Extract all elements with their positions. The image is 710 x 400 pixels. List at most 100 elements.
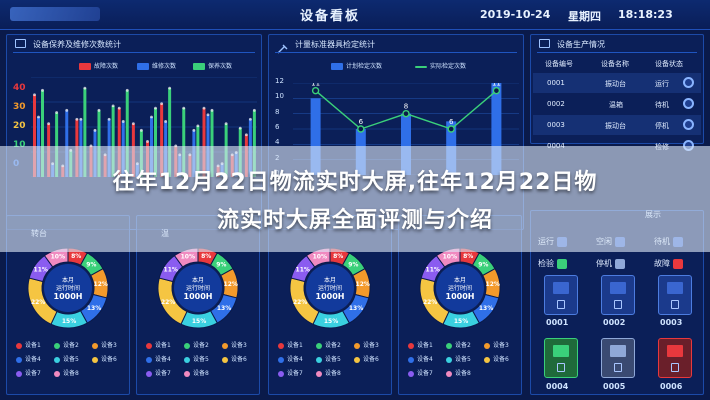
bar-cap (238, 126, 242, 130)
device-legend-item: 设备6 (354, 354, 379, 363)
slice-label: 13% (479, 305, 493, 312)
slice-label: 8% (463, 253, 473, 260)
machine-tile[interactable] (658, 338, 692, 378)
slice-label: 11% (296, 266, 310, 273)
device-legend-item: 设备1 (146, 340, 171, 349)
device-legend-item: 设备6 (484, 354, 509, 363)
y-tick: 10 (275, 92, 284, 101)
bar (41, 90, 44, 177)
slice-label: 15% (62, 318, 76, 325)
bar-cap (202, 106, 206, 110)
status-toggle[interactable] (683, 77, 694, 88)
device-legend-item: 设备7 (16, 368, 41, 377)
legend-fault: 故障次数 (79, 61, 118, 70)
table-row[interactable]: 0003 振动台 停机 (533, 115, 701, 135)
device-legend-item: 设备5 (184, 354, 209, 363)
machine-id: 0001 (546, 318, 569, 327)
current-weekday: 星期四 (568, 10, 601, 23)
center-label-2: 运行时间 (186, 284, 210, 292)
bar-cap (107, 117, 111, 121)
slice-label: 10% (51, 254, 65, 261)
donut-center (306, 264, 354, 312)
table-row[interactable]: 0002 温箱 待机 (533, 94, 701, 114)
bar (83, 88, 87, 177)
y-tick: 12 (275, 77, 284, 85)
center-label-2: 运行时间 (56, 284, 80, 292)
bar-cap (93, 128, 97, 132)
monitor-icon (539, 39, 550, 48)
banner-line-2: 流实时大屏全面评测与介绍 (216, 208, 493, 233)
machine-tile[interactable] (601, 275, 635, 315)
slice-label: 22% (293, 299, 307, 306)
header-bar: 设备看板 2019-10-24 星期四 18:18:23 (0, 0, 710, 30)
machine-tile[interactable] (544, 338, 578, 378)
device-legend-item: 设备1 (16, 340, 41, 349)
current-date: 2019-10-24 (480, 8, 551, 21)
donut-center (436, 264, 484, 312)
bar-cap (139, 128, 143, 132)
slice-label: 15% (454, 318, 468, 325)
status-legend-fault: 故障 (654, 258, 683, 269)
bar (111, 105, 115, 177)
device-legend-item: 设备4 (408, 354, 433, 363)
donut-center (44, 264, 92, 312)
bar (160, 103, 164, 177)
bar-cap (111, 104, 115, 108)
bar-cap (47, 122, 51, 126)
line-point (311, 86, 320, 95)
bar-cap (121, 120, 125, 123)
bar (125, 90, 129, 177)
machine-tile[interactable] (601, 338, 635, 378)
y-tick: 30 (13, 102, 26, 112)
bar-cap (154, 106, 157, 110)
machine-id: 0002 (603, 318, 626, 327)
bar-cap (150, 115, 153, 119)
slice-label: 13% (87, 305, 101, 312)
bar-cap (131, 122, 135, 126)
status-toggle[interactable] (683, 98, 694, 109)
bar (401, 113, 411, 175)
banner-line-1: 往年12月22日物流实时大屏,往年12月22日物 (112, 170, 598, 195)
bar-cap (41, 88, 44, 92)
y-tick: 10 (13, 140, 26, 150)
bar-cap (146, 140, 149, 143)
bar-cap (75, 117, 79, 121)
point-label: 6 (359, 118, 364, 126)
bar (117, 108, 121, 177)
bar (202, 108, 206, 177)
bar-cap (192, 128, 196, 132)
device-legend-item: 设备2 (184, 340, 209, 349)
legend-repair: 维修次数 (137, 61, 176, 70)
y-tick: 6 (275, 123, 280, 131)
bar-cap (210, 108, 214, 112)
device-legend-item: 设备8 (316, 368, 341, 377)
center-label-1: 本月 (324, 276, 336, 284)
bar-cap (244, 133, 248, 137)
bar (97, 110, 101, 177)
slice-label: 22% (423, 299, 437, 306)
point-label: 6 (449, 118, 454, 126)
slice-label: 12% (94, 281, 108, 288)
bar (210, 110, 214, 177)
machine-tile[interactable] (658, 275, 692, 315)
machine-id: 0004 (546, 382, 569, 391)
bar (65, 110, 69, 177)
status-toggle[interactable] (683, 119, 694, 130)
bar (168, 88, 172, 177)
center-value: 1000H (316, 292, 345, 301)
point-label: 8 (404, 103, 408, 111)
slice-label: 9% (478, 262, 488, 269)
machine-tile[interactable] (544, 275, 578, 315)
device-legend-item: 设备2 (54, 340, 79, 349)
device-legend-item: 设备1 (278, 340, 303, 349)
slice-label: 12% (486, 281, 500, 288)
device-legend-item: 设备5 (446, 354, 471, 363)
center-label-2: 运行时间 (448, 284, 472, 292)
table-row[interactable]: 0001 振动台 运行 (533, 73, 701, 93)
bar (491, 83, 502, 175)
device-legend-item: 设备7 (278, 368, 303, 377)
device-legend-item: 设备6 (222, 354, 247, 363)
production-title: 设备生产情况 (557, 40, 605, 49)
